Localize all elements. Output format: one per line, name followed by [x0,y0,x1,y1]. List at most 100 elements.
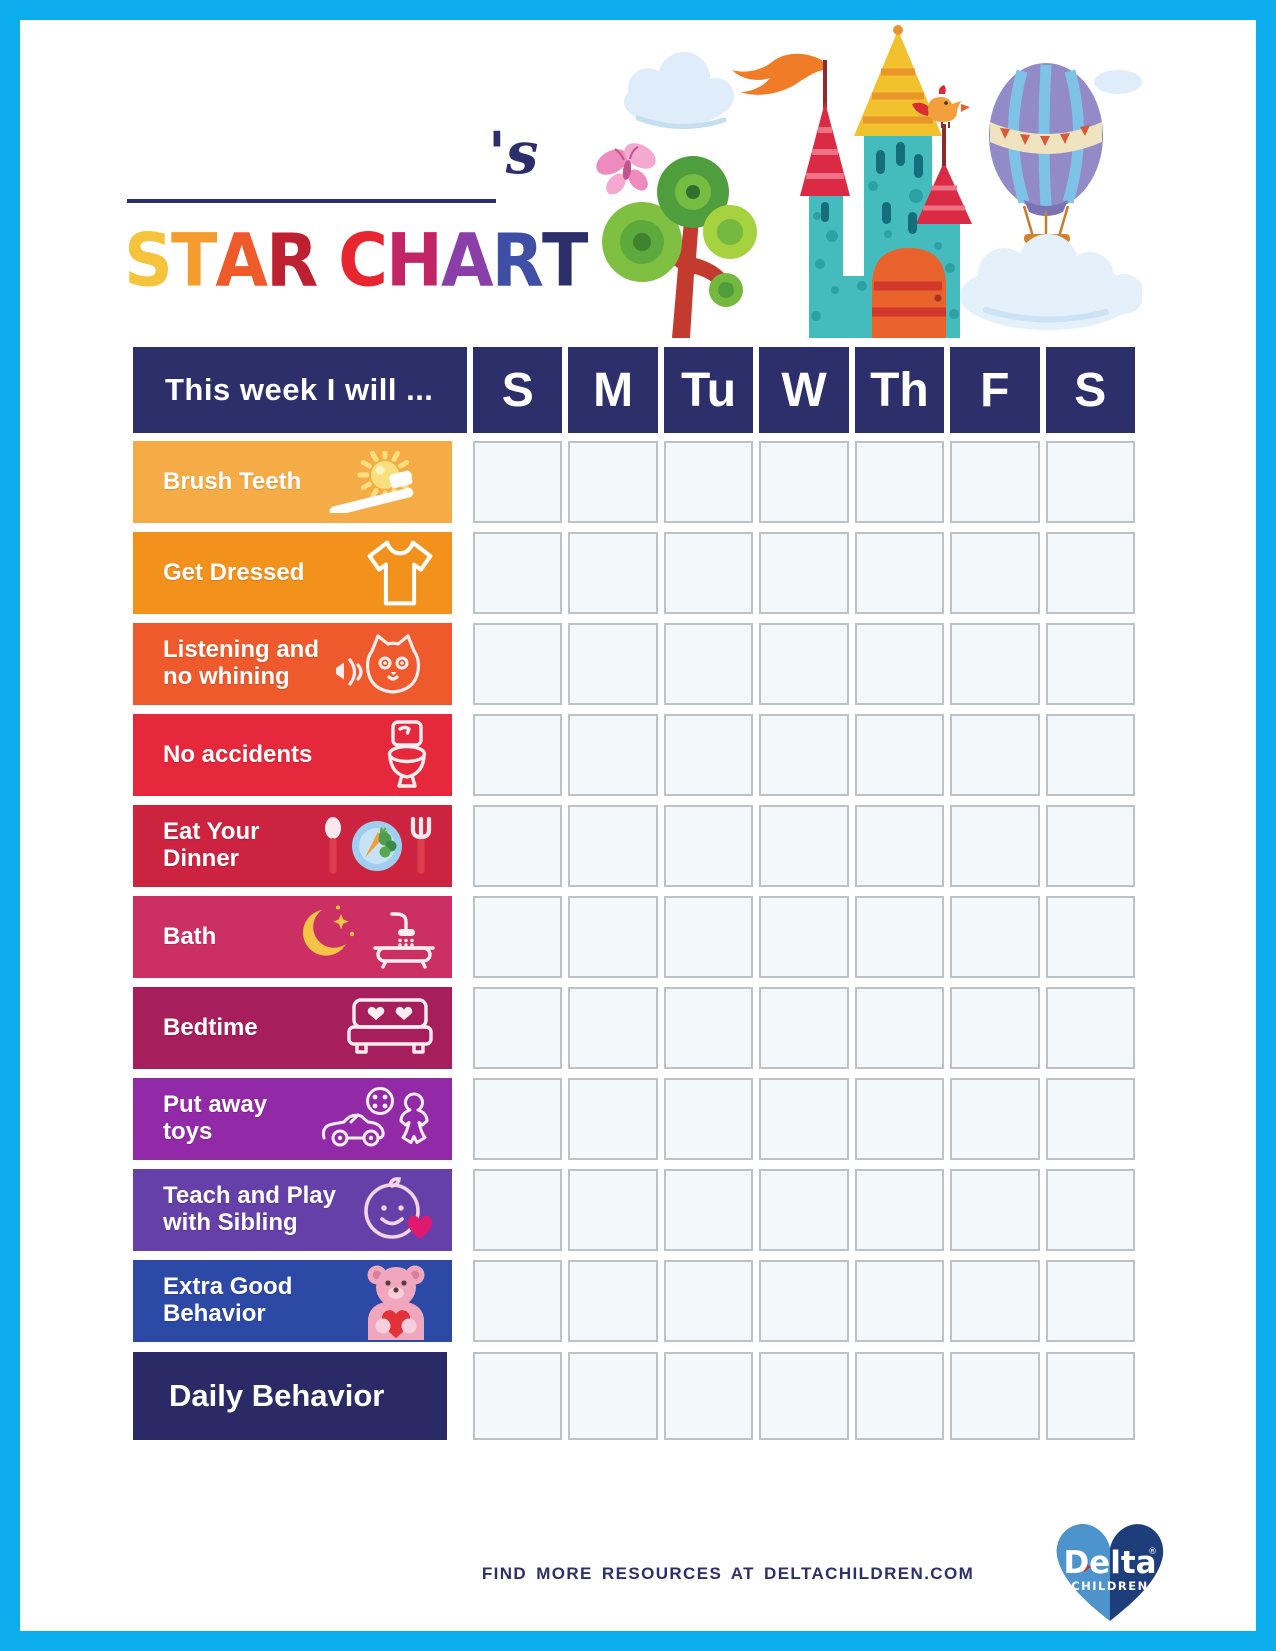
star-cell[interactable] [950,805,1040,887]
star-cell[interactable] [568,623,658,705]
star-cell[interactable] [663,987,754,1069]
cloud-icon [1094,70,1142,94]
star-cell[interactable] [854,896,945,978]
star-cell[interactable] [663,714,754,796]
name-suffix: 's [488,119,539,187]
task-row-8: Teach and Play with Sibling [133,1169,1135,1251]
star-cell[interactable] [663,1352,754,1440]
star-cell[interactable] [1045,532,1135,614]
star-cell[interactable] [568,441,658,523]
task-label-text: Get Dressed [163,558,305,586]
star-cell[interactable] [950,987,1040,1069]
star-cell[interactable] [759,532,849,614]
star-cell[interactable] [759,1352,849,1440]
star-cell[interactable] [759,896,849,978]
star-cell[interactable] [473,1169,563,1251]
star-cell[interactable] [473,1352,563,1440]
star-cell[interactable] [759,987,849,1069]
star-cell[interactable] [568,896,658,978]
star-cell[interactable] [854,441,945,523]
star-cell[interactable] [663,441,754,523]
title-letter: H [386,218,443,305]
star-cell[interactable] [759,1260,849,1342]
task-row-6: Bedtime [133,987,1135,1069]
star-cell[interactable] [473,532,563,614]
star-cell[interactable] [759,1078,849,1160]
task-label: Listening and no whining [133,623,452,705]
star-cell[interactable] [1045,1078,1135,1160]
star-cell[interactable] [1045,987,1135,1069]
task-row-1: Get Dressed [133,532,1135,614]
task-label-text: Bath [163,922,217,950]
star-cell[interactable] [854,805,945,887]
star-cell[interactable] [1045,1352,1135,1440]
star-cell[interactable] [950,532,1040,614]
title-letter: T [170,218,217,305]
star-cell[interactable] [473,623,563,705]
star-cell[interactable] [568,1078,658,1160]
star-cell[interactable] [854,623,945,705]
day-header-th-4: Th [854,347,945,433]
star-cell[interactable] [473,805,563,887]
star-cell[interactable] [950,1352,1040,1440]
week-chart: This week I will ... S M Tu W Th F S Brush Tee… [133,347,1135,1440]
star-cell[interactable] [854,1078,945,1160]
task-row-7: Put away toys [133,1078,1135,1160]
star-cell[interactable] [1045,805,1135,887]
star-cell[interactable] [759,623,849,705]
daily-behavior-row: Daily Behavior [133,1352,1135,1440]
star-cell[interactable] [568,1169,658,1251]
star-cell[interactable] [568,805,658,887]
footer-text: FIND MORE RESOURCES AT DELTACHILDREN.COM [481,1564,975,1583]
star-cell[interactable] [759,714,849,796]
star-cell[interactable] [1045,1169,1135,1251]
star-cell[interactable] [759,805,849,887]
name-blank-line[interactable] [127,168,496,203]
star-cell[interactable] [759,1169,849,1251]
star-cell[interactable] [950,896,1040,978]
task-label: Daily Behavior [133,1352,447,1440]
star-cell[interactable] [473,987,563,1069]
star-cell[interactable] [1045,714,1135,796]
star-cell[interactable] [568,987,658,1069]
tshirt-icon [364,537,436,609]
star-cell[interactable] [568,1260,658,1342]
star-cell[interactable] [473,1078,563,1160]
star-cell[interactable] [950,623,1040,705]
star-cell[interactable] [1045,896,1135,978]
star-cell[interactable] [854,1260,945,1342]
star-cell[interactable] [1045,623,1135,705]
task-row-0: Brush Teeth [133,441,1135,523]
star-cell[interactable] [473,896,563,978]
star-cell[interactable] [663,532,754,614]
star-cell[interactable] [854,714,945,796]
star-cell[interactable] [854,532,945,614]
star-cell[interactable] [950,1169,1040,1251]
star-cell[interactable] [663,1078,754,1160]
star-cell[interactable] [473,714,563,796]
baby-sibling-icon [358,1177,436,1243]
task-label-text: Brush Teeth [163,467,302,495]
star-cell[interactable] [854,1169,945,1251]
task-row-3: No accidents [133,714,1135,796]
star-cell[interactable] [950,1078,1040,1160]
star-cell[interactable] [663,1260,754,1342]
star-cell[interactable] [568,532,658,614]
star-cell[interactable] [854,987,945,1069]
star-cell[interactable] [663,805,754,887]
star-cell[interactable] [568,714,658,796]
star-cell[interactable] [854,1352,945,1440]
chart-header-row: This week I will ... S M Tu W Th F S [133,347,1135,433]
star-cell[interactable] [950,1260,1040,1342]
star-cell[interactable] [663,896,754,978]
star-cell[interactable] [568,1352,658,1440]
star-cell[interactable] [473,441,563,523]
star-cell[interactable] [663,1169,754,1251]
star-cell[interactable] [950,441,1040,523]
star-cell[interactable] [663,623,754,705]
star-cell[interactable] [759,441,849,523]
star-cell[interactable] [950,714,1040,796]
star-cell[interactable] [1045,1260,1135,1342]
star-cell[interactable] [1045,441,1135,523]
star-cell[interactable] [473,1260,563,1342]
